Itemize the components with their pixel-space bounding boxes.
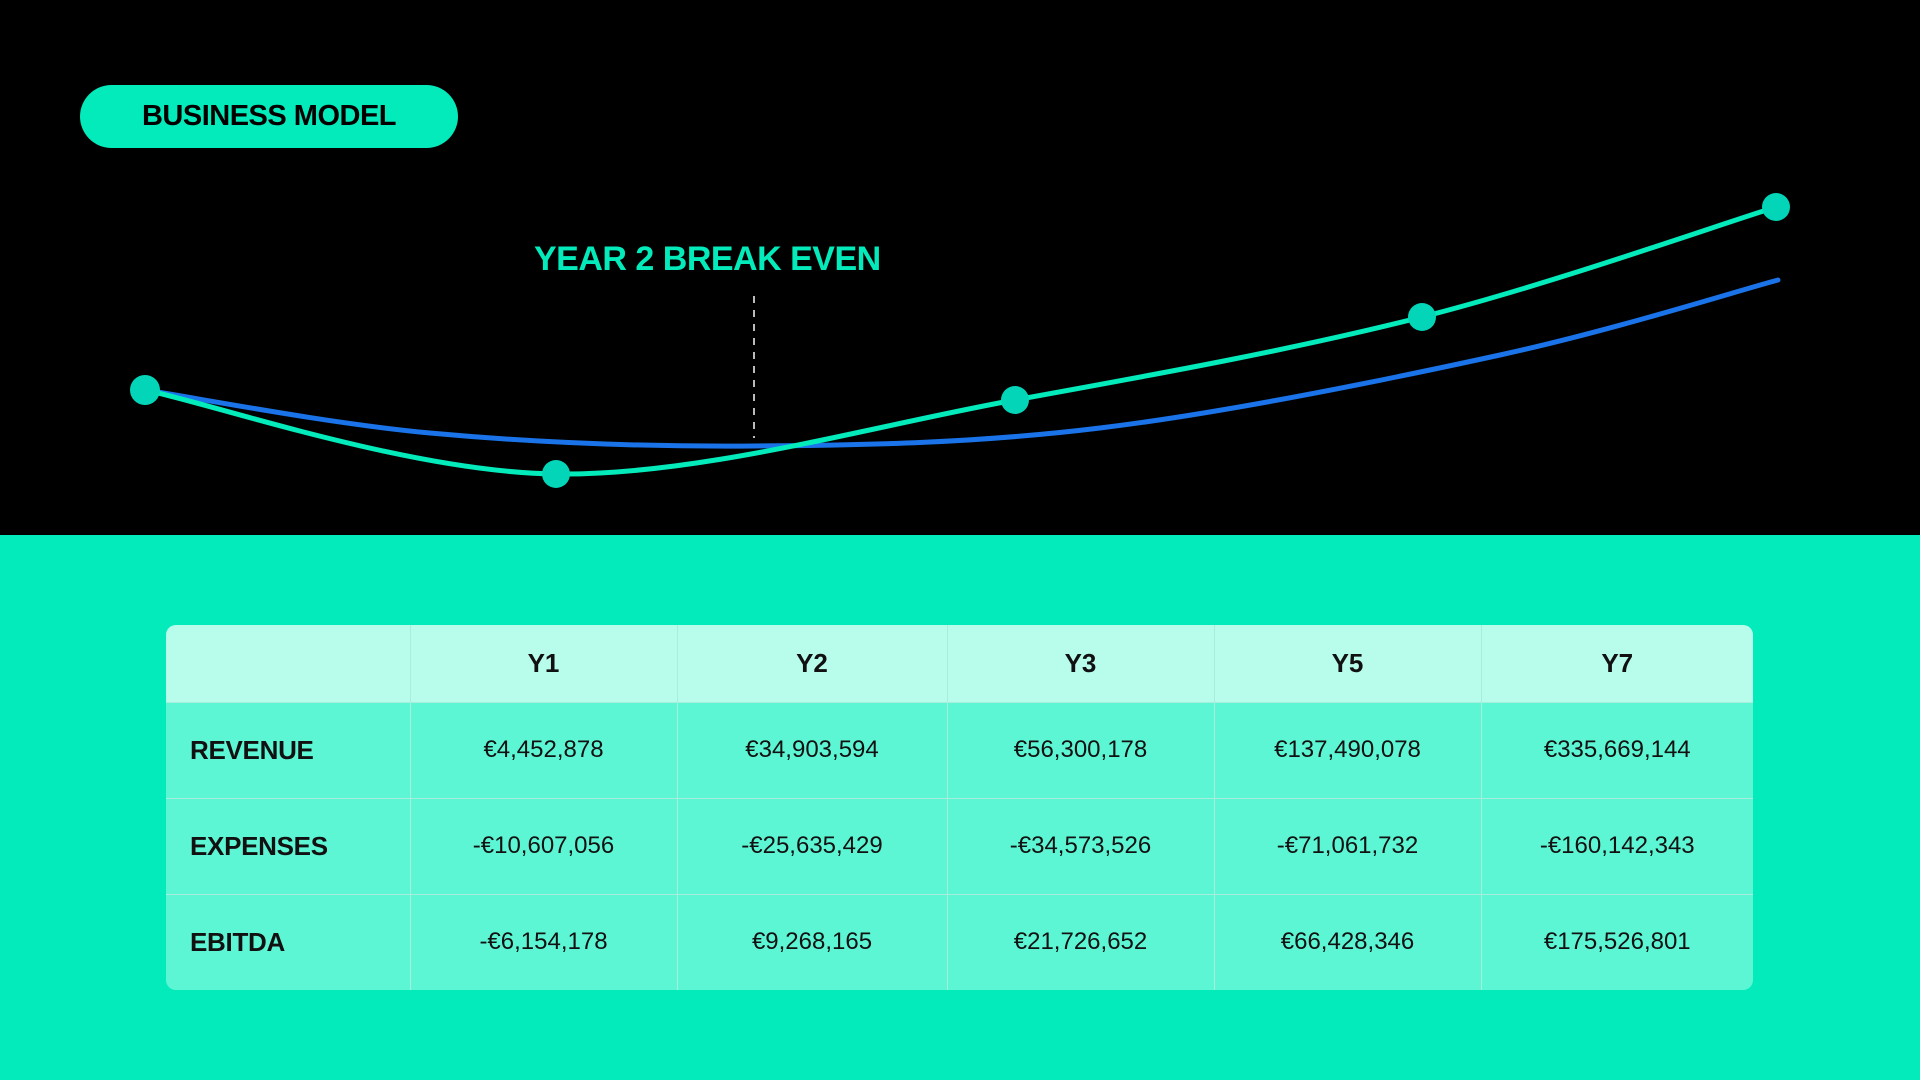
table-header-y5: Y5 — [1213, 625, 1482, 703]
table-cell: €21,726,652 — [946, 893, 1215, 990]
revenue-markers — [130, 193, 1790, 488]
table-cell: -€34,573,526 — [946, 797, 1215, 895]
row-label-revenue: REVENUE — [166, 701, 411, 799]
revenue-marker-y3 — [1001, 386, 1029, 414]
table-cell: €34,903,594 — [676, 701, 948, 799]
table-row-ebitda: EBITDA -€6,154,178 €9,268,165 €21,726,65… — [166, 893, 1753, 990]
row-label-ebitda: EBITDA — [166, 893, 411, 990]
table-cell: €137,490,078 — [1213, 701, 1482, 799]
table-header-y2: Y2 — [676, 625, 948, 703]
table-cell: €66,428,346 — [1213, 893, 1482, 990]
revenue-marker-y5 — [1408, 303, 1436, 331]
table-cell: -€25,635,429 — [676, 797, 948, 895]
revenue-marker-y7 — [1762, 193, 1790, 221]
revenue-marker-y2 — [542, 460, 570, 488]
table-row-expenses: EXPENSES -€10,607,056 -€25,635,429 -€34,… — [166, 797, 1753, 895]
table-cell: -€160,142,343 — [1480, 797, 1753, 895]
table-header-y3: Y3 — [946, 625, 1215, 703]
table-cell: €175,526,801 — [1480, 893, 1753, 990]
table-cell: €9,268,165 — [676, 893, 948, 990]
table-cell: €335,669,144 — [1480, 701, 1753, 799]
expenses-series-line — [142, 277, 1781, 449]
table-header-y1: Y1 — [409, 625, 678, 703]
table-header-y7: Y7 — [1480, 625, 1753, 703]
table-cell: -€6,154,178 — [409, 893, 678, 990]
financials-table: Y1 Y2 Y3 Y5 Y7 REVENUE €4,452,878 €34,90… — [166, 625, 1753, 990]
table-cell: -€71,061,732 — [1213, 797, 1482, 895]
table-cell: €4,452,878 — [409, 701, 678, 799]
revenue-series-line — [142, 204, 1779, 477]
revenue-marker-y1 — [130, 375, 160, 405]
section-label: BUSINESS MODEL — [141, 100, 397, 132]
break-even-annotation: YEAR 2 BREAK EVEN — [534, 240, 881, 278]
table-row-revenue: REVENUE €4,452,878 €34,903,594 €56,300,1… — [166, 701, 1753, 799]
table-header-row: Y1 Y2 Y3 Y5 Y7 — [166, 625, 1753, 703]
table-cell: €56,300,178 — [946, 701, 1215, 799]
row-label-expenses: EXPENSES — [166, 797, 411, 895]
table-cell: -€10,607,056 — [409, 797, 678, 895]
section-label-pill: BUSINESS MODEL — [80, 85, 458, 148]
table-header-corner — [166, 625, 411, 703]
growth-line-chart — [130, 193, 1790, 488]
